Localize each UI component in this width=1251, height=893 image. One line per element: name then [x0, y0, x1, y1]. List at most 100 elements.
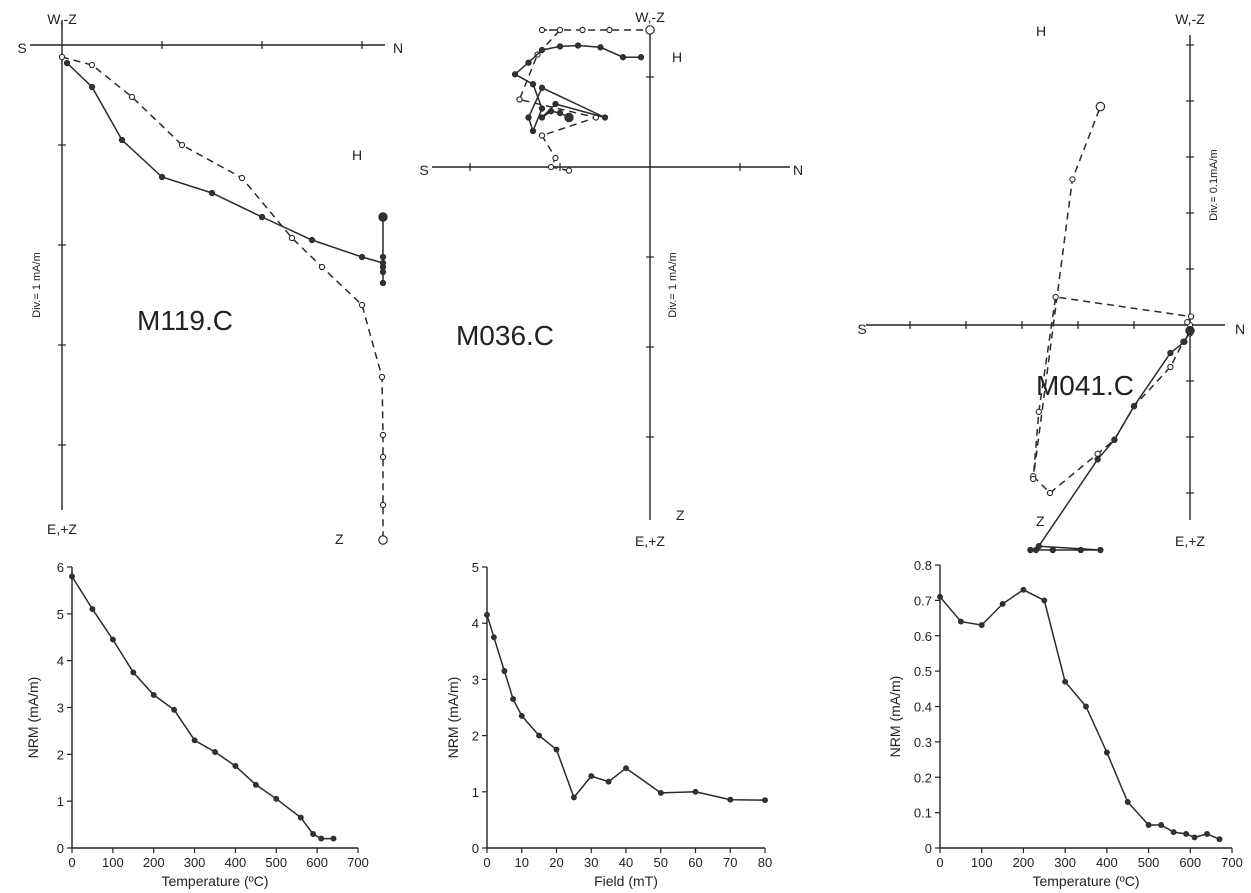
horizontal-projection-point: [511, 71, 519, 78]
vertical-projection-point: [288, 234, 296, 242]
vertical-projection-point: [1187, 313, 1195, 320]
x-tick-label: 70: [723, 855, 737, 870]
vertical-projection-point: [238, 174, 246, 182]
y-tick-label: 1: [57, 794, 64, 809]
h-endpoint: [1185, 325, 1195, 336]
scale-label: Div.= 0.1mA/m: [1208, 149, 1220, 221]
nrm-data-point: [89, 606, 96, 613]
x-tick-label: 700: [1221, 855, 1243, 870]
axis-label-top: W,-Z: [47, 11, 77, 27]
y-tick-label: 4: [57, 654, 64, 669]
vertical-projection-point: [379, 431, 387, 439]
vertical-projection-point: [379, 501, 387, 509]
nrm-data-point: [1020, 586, 1027, 593]
y-tick-label: 4: [472, 616, 479, 631]
nrm-data-point: [553, 746, 560, 753]
axis-label-right: N: [1235, 321, 1245, 337]
nrm-data-point: [536, 732, 543, 739]
horizontal-projection-point: [601, 114, 609, 121]
nrm-data-point: [1204, 830, 1210, 837]
horizontal-projection-point: [538, 46, 546, 54]
vertical-projection-point: [1069, 176, 1076, 183]
h-label: H: [352, 147, 362, 163]
horizontal-projection-point: [1167, 349, 1174, 357]
y-tick-label: 6: [57, 560, 64, 575]
h-endpoint: [378, 212, 388, 222]
nrm-data-point: [310, 831, 317, 837]
x-tick-label: 0: [483, 855, 490, 870]
horizontal-projection-point: [538, 84, 546, 91]
horizontal-projection-point: [258, 213, 266, 221]
vertical-projection-point: [1030, 475, 1037, 483]
x-tick-label: 300: [1054, 855, 1076, 870]
nrm-data-point: [727, 796, 734, 803]
y-tick-label: 0.8: [914, 558, 932, 573]
nrm-data-point: [1062, 678, 1069, 685]
axis-label-left: S: [17, 40, 26, 56]
nrm-data-point: [212, 749, 218, 755]
nrm-data-point: [501, 668, 508, 674]
x-tick-label: 80: [758, 855, 772, 870]
y-tick-label: 0.2: [914, 770, 932, 785]
zijderveld-m119-c: W,-Z E,+Z S N Div.= 1 mA/m H Z M119.C: [17, 11, 403, 547]
horizontal-projection-point: [538, 105, 546, 112]
nrm-data-point: [69, 573, 75, 580]
nrm-data-point: [191, 737, 198, 744]
y-tick-label: 1: [472, 785, 479, 800]
x-tick-label: 200: [1013, 855, 1035, 870]
x-tick-label: 60: [688, 855, 702, 870]
horizontal-projection-point: [1027, 546, 1034, 554]
nrm-data-point: [1124, 799, 1131, 805]
x-tick-label: 20: [549, 855, 563, 870]
x-tick-label: 50: [654, 855, 668, 870]
nrm-data-point: [1145, 822, 1152, 828]
nrm-data-point: [762, 797, 768, 804]
nrm-data-point: [588, 773, 595, 780]
x-axis-label: Temperature (ºC): [161, 873, 268, 889]
nrm-data-point: [252, 781, 259, 788]
x-tick-label: 30: [584, 855, 598, 870]
specimen-label: M119.C: [137, 305, 233, 336]
y-tick-label: 0.5: [914, 664, 932, 679]
horizontal-projection-point: [1035, 543, 1042, 550]
nrm-data-point: [1041, 597, 1048, 604]
horizontal-projection-point: [158, 173, 166, 181]
vertical-projection-point: [1035, 408, 1042, 415]
vertical-projection-point: [318, 263, 326, 271]
horizontal-projection-point: [552, 100, 559, 108]
vertical-projection-point: [547, 163, 555, 171]
x-axis-label: Field (mT): [594, 873, 658, 889]
horizontal-projection-point: [637, 54, 645, 61]
nrm-data-point: [318, 835, 325, 842]
vertical-projection-point: [552, 154, 559, 162]
axis-label-bottom: E,+Z: [47, 521, 77, 537]
x-tick-label: 0: [936, 855, 943, 870]
vertical-projection-point: [88, 61, 96, 69]
nrm-data-point: [623, 765, 629, 772]
axis-label-left: S: [419, 162, 428, 178]
z-label: Z: [335, 531, 344, 547]
specimen-label: M036.C: [456, 320, 554, 351]
horizontal-projection-point: [556, 43, 564, 50]
horizontal-projection-line: [66, 62, 384, 283]
horizontal-projection-point: [547, 108, 555, 115]
nrm-data-point: [232, 763, 239, 769]
nrm-data-point: [297, 814, 304, 821]
zijderveld-m036-c: W,-Z E,+Z S N Div.= 1 mA/m H Z M036.C: [419, 9, 803, 549]
x-tick-label: 300: [184, 855, 206, 870]
horizontal-projection-point: [379, 268, 387, 276]
y-tick-label: 0: [472, 841, 479, 856]
y-axis-label: NRM (mA/m): [887, 676, 903, 758]
specimen-label: M041.C: [1036, 370, 1134, 401]
x-tick-label: 600: [306, 855, 328, 870]
nrm-data-point: [150, 691, 157, 698]
horizontal-projection-point: [1049, 546, 1056, 554]
nrm-data-point: [1216, 836, 1223, 843]
nrm-data-point: [510, 696, 517, 703]
y-tick-label: 5: [472, 560, 479, 575]
horizontal-projection-point: [525, 114, 532, 121]
axis-label-right: N: [793, 162, 803, 178]
nrm-data-point: [171, 706, 178, 713]
nrm-series-line: [71, 576, 334, 840]
nrm-data-point: [273, 795, 280, 802]
